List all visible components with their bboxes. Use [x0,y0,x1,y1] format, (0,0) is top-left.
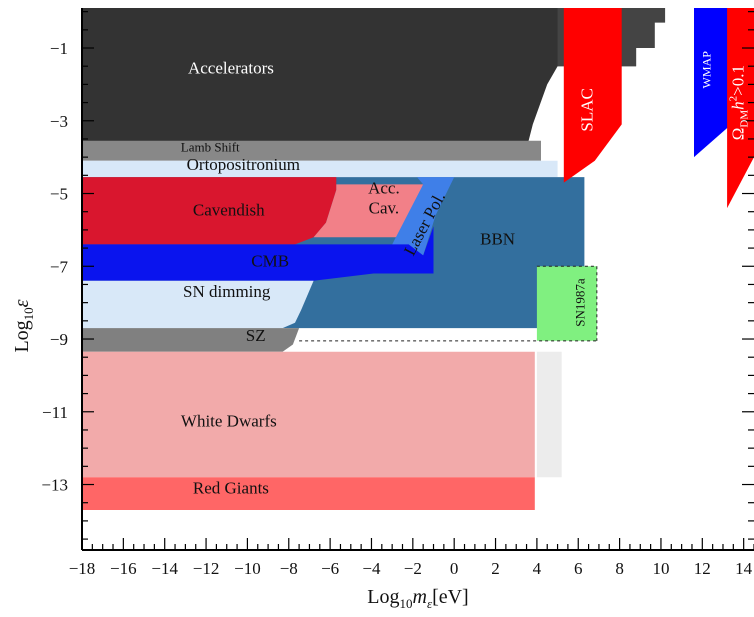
x-tick-label: 10 [652,559,669,578]
axes-layer: −18 −16 −14 −12 −10 −8 −6 −4 −2 0 2 4 6 8 10 12 14 −1 −3 −5… [41,8,754,578]
region-sn-dimming [82,280,314,329]
region-label-bbn: BBN [480,229,515,248]
x-tick-label: −2 [404,559,422,578]
region-lamb-shift [82,140,541,161]
y-tick-label: −9 [50,330,68,349]
x-tick-label: 0 [450,559,459,578]
region-red-giants [82,477,535,510]
region-slac [563,8,622,183]
x-tick-label: 14 [735,559,753,578]
x-tick-label: −14 [151,559,178,578]
region-label-accelerators: Accelerators [188,59,274,78]
x-axis-title-text: Log10mε[eV] [367,586,468,611]
region-label-slac: SLAC [578,88,597,131]
region-accelerators [82,8,637,147]
region-label-ortopositronium: Ortopositronium [187,155,300,174]
region-label-lamb-shift: Lamb Shift [181,140,240,155]
y-tick-label: −3 [50,112,68,131]
region-label-omega-dm-h2-0-1: ΩDMh2>0.1 [728,65,751,140]
x-tick-label: −18 [69,559,96,578]
region-label-acc-cav-line2: Cav. [369,199,400,218]
y-tick-label: −5 [50,185,68,204]
region-cmb [82,226,434,281]
y-tick-label: −7 [50,257,69,276]
region-sz [82,328,300,352]
y-tick-label: −13 [41,476,68,495]
y-axis-title: Log10ε [11,299,36,352]
region-label-wmap: WMAP [700,51,714,89]
regions-layer [82,8,754,510]
region-label-sn1987a: SN1987a [572,278,587,327]
region-white-dwarfs [82,351,535,478]
region-ortopositronium [82,160,558,178]
region-faint-extension [536,351,562,478]
region-sn1987a [536,266,597,341]
y-tick-label: −11 [42,403,68,422]
region-acc-cav [313,184,424,238]
x-tick-label: 4 [533,559,542,578]
region-omega-dm-h2-0-1 [727,8,754,209]
x-tick-label: −6 [321,559,339,578]
region-cavendish [82,177,337,245]
x-tick-label: −12 [193,559,220,578]
region-label-cmb: CMB [251,251,289,270]
x-tick-label: 2 [491,559,500,578]
region-wmap [694,8,732,158]
region-label-cavendish: Cavendish [193,200,265,219]
region-label-sn-dimming: SN dimming [183,282,271,301]
x-tick-label: −10 [234,559,261,578]
x-tick-label: −4 [362,559,381,578]
y-tick-label: −1 [50,39,68,58]
region-label-white-dwarfs: White Dwarfs [181,411,277,430]
y-axis-title-text: Log10ε [11,299,36,352]
x-tick-label: 12 [694,559,711,578]
x-tick-label: 6 [574,559,583,578]
x-tick-label: 8 [615,559,624,578]
region-label-sz: SZ [246,326,266,345]
region-label-red-giants: Red Giants [193,479,269,498]
region-label-acc-cav: Acc. [368,179,400,198]
x-tick-label: −8 [280,559,298,578]
x-tick-label: −16 [110,559,137,578]
region-laser-pol [392,177,455,256]
x-axis-title: Log10mε[eV] [367,586,468,611]
